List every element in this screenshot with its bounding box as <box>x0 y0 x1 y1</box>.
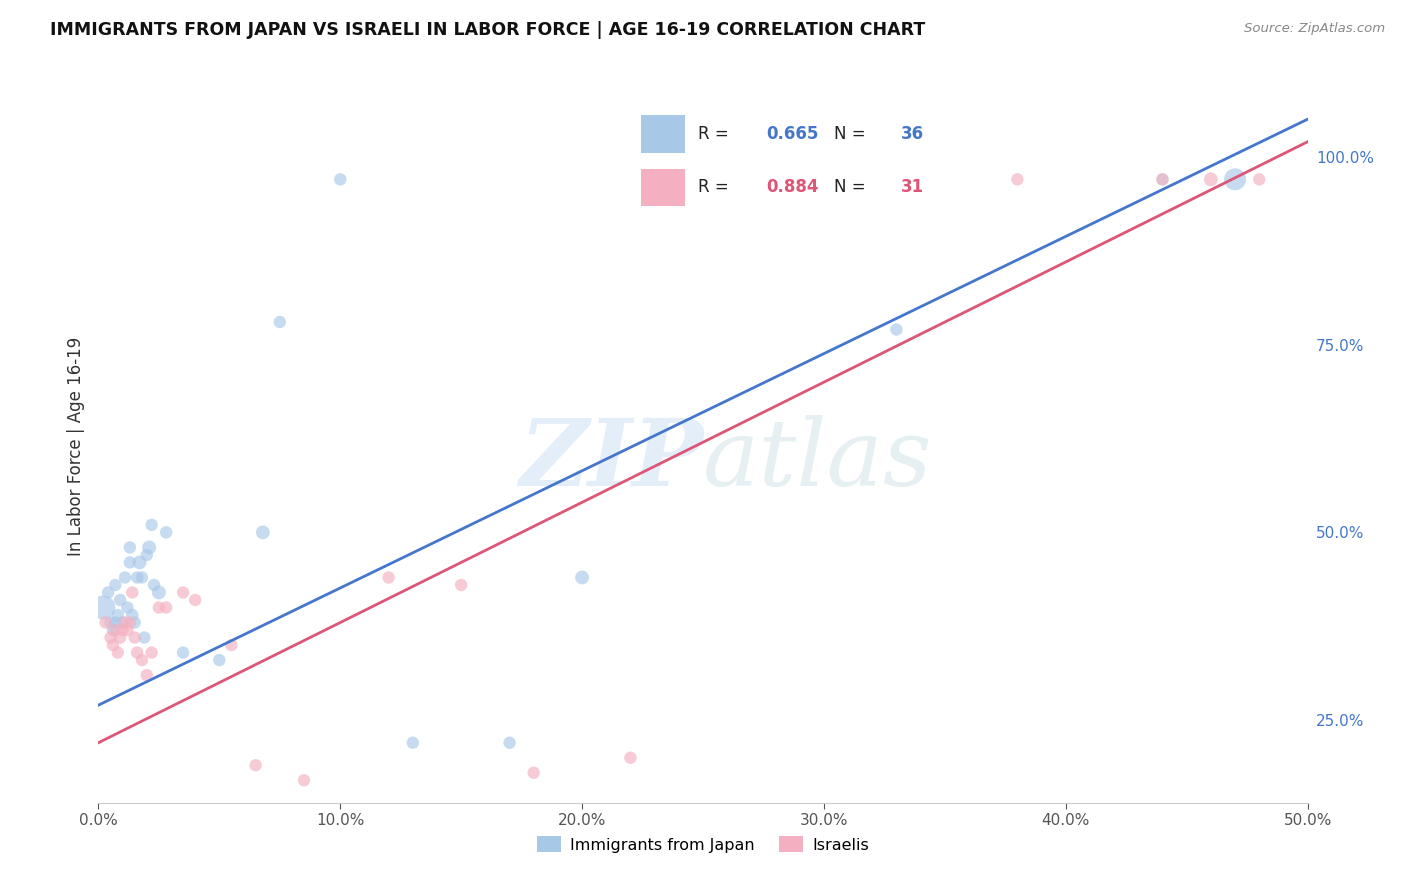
Point <box>121 607 143 622</box>
Point <box>134 631 156 645</box>
Point <box>141 517 163 532</box>
Point <box>498 736 520 750</box>
Point <box>143 578 166 592</box>
Y-axis label: In Labor Force | Age 16-19: In Labor Force | Age 16-19 <box>66 336 84 556</box>
Point <box>172 585 194 599</box>
Point <box>111 615 134 630</box>
Point <box>124 631 146 645</box>
Point <box>117 600 139 615</box>
Point <box>101 623 124 637</box>
Point <box>131 653 153 667</box>
Point <box>114 570 136 584</box>
Point <box>141 646 163 660</box>
Point <box>523 765 546 780</box>
Point <box>155 600 177 615</box>
Point <box>97 585 120 599</box>
Point <box>292 773 315 788</box>
Point <box>450 578 472 592</box>
Point <box>402 736 425 750</box>
Point <box>107 646 129 660</box>
Point <box>221 638 243 652</box>
Point <box>886 322 908 336</box>
Point <box>571 570 593 584</box>
Point <box>94 615 117 630</box>
Point <box>108 631 131 645</box>
Point <box>118 541 141 555</box>
Point <box>107 607 129 622</box>
Point <box>208 653 231 667</box>
Point <box>1007 172 1029 186</box>
Point <box>135 548 157 562</box>
Point <box>1152 172 1174 186</box>
Point <box>245 758 267 772</box>
Point <box>118 556 141 570</box>
Point <box>148 600 170 615</box>
Point <box>127 570 149 584</box>
Text: ZIP: ZIP <box>519 416 703 505</box>
Text: Source: ZipAtlas.com: Source: ZipAtlas.com <box>1244 22 1385 36</box>
Text: atlas: atlas <box>703 416 932 505</box>
Point <box>118 615 141 630</box>
Text: IMMIGRANTS FROM JAPAN VS ISRAELI IN LABOR FORCE | AGE 16-19 CORRELATION CHART: IMMIGRANTS FROM JAPAN VS ISRAELI IN LABO… <box>51 21 925 39</box>
Point <box>117 623 139 637</box>
Point <box>377 570 399 584</box>
Point <box>100 615 122 630</box>
Point <box>111 623 134 637</box>
Point <box>104 578 127 592</box>
Point <box>1152 172 1174 186</box>
Point <box>1199 172 1222 186</box>
Point <box>329 172 352 186</box>
Point <box>104 615 127 630</box>
Point <box>121 585 143 599</box>
Point <box>269 315 291 329</box>
Legend: Immigrants from Japan, Israelis: Immigrants from Japan, Israelis <box>530 830 876 859</box>
Point <box>172 646 194 660</box>
Point <box>101 638 124 652</box>
Point <box>1223 172 1246 186</box>
Point <box>100 631 122 645</box>
Point <box>619 750 641 764</box>
Point <box>252 525 274 540</box>
Point <box>127 646 149 660</box>
Point <box>135 668 157 682</box>
Point <box>114 615 136 630</box>
Point <box>131 570 153 584</box>
Point <box>138 541 160 555</box>
Point <box>104 623 127 637</box>
Point <box>184 593 207 607</box>
Point <box>128 556 150 570</box>
Point <box>108 593 131 607</box>
Point <box>1249 172 1271 186</box>
Point <box>91 600 114 615</box>
Point <box>155 525 177 540</box>
Point <box>124 615 146 630</box>
Point <box>148 585 170 599</box>
